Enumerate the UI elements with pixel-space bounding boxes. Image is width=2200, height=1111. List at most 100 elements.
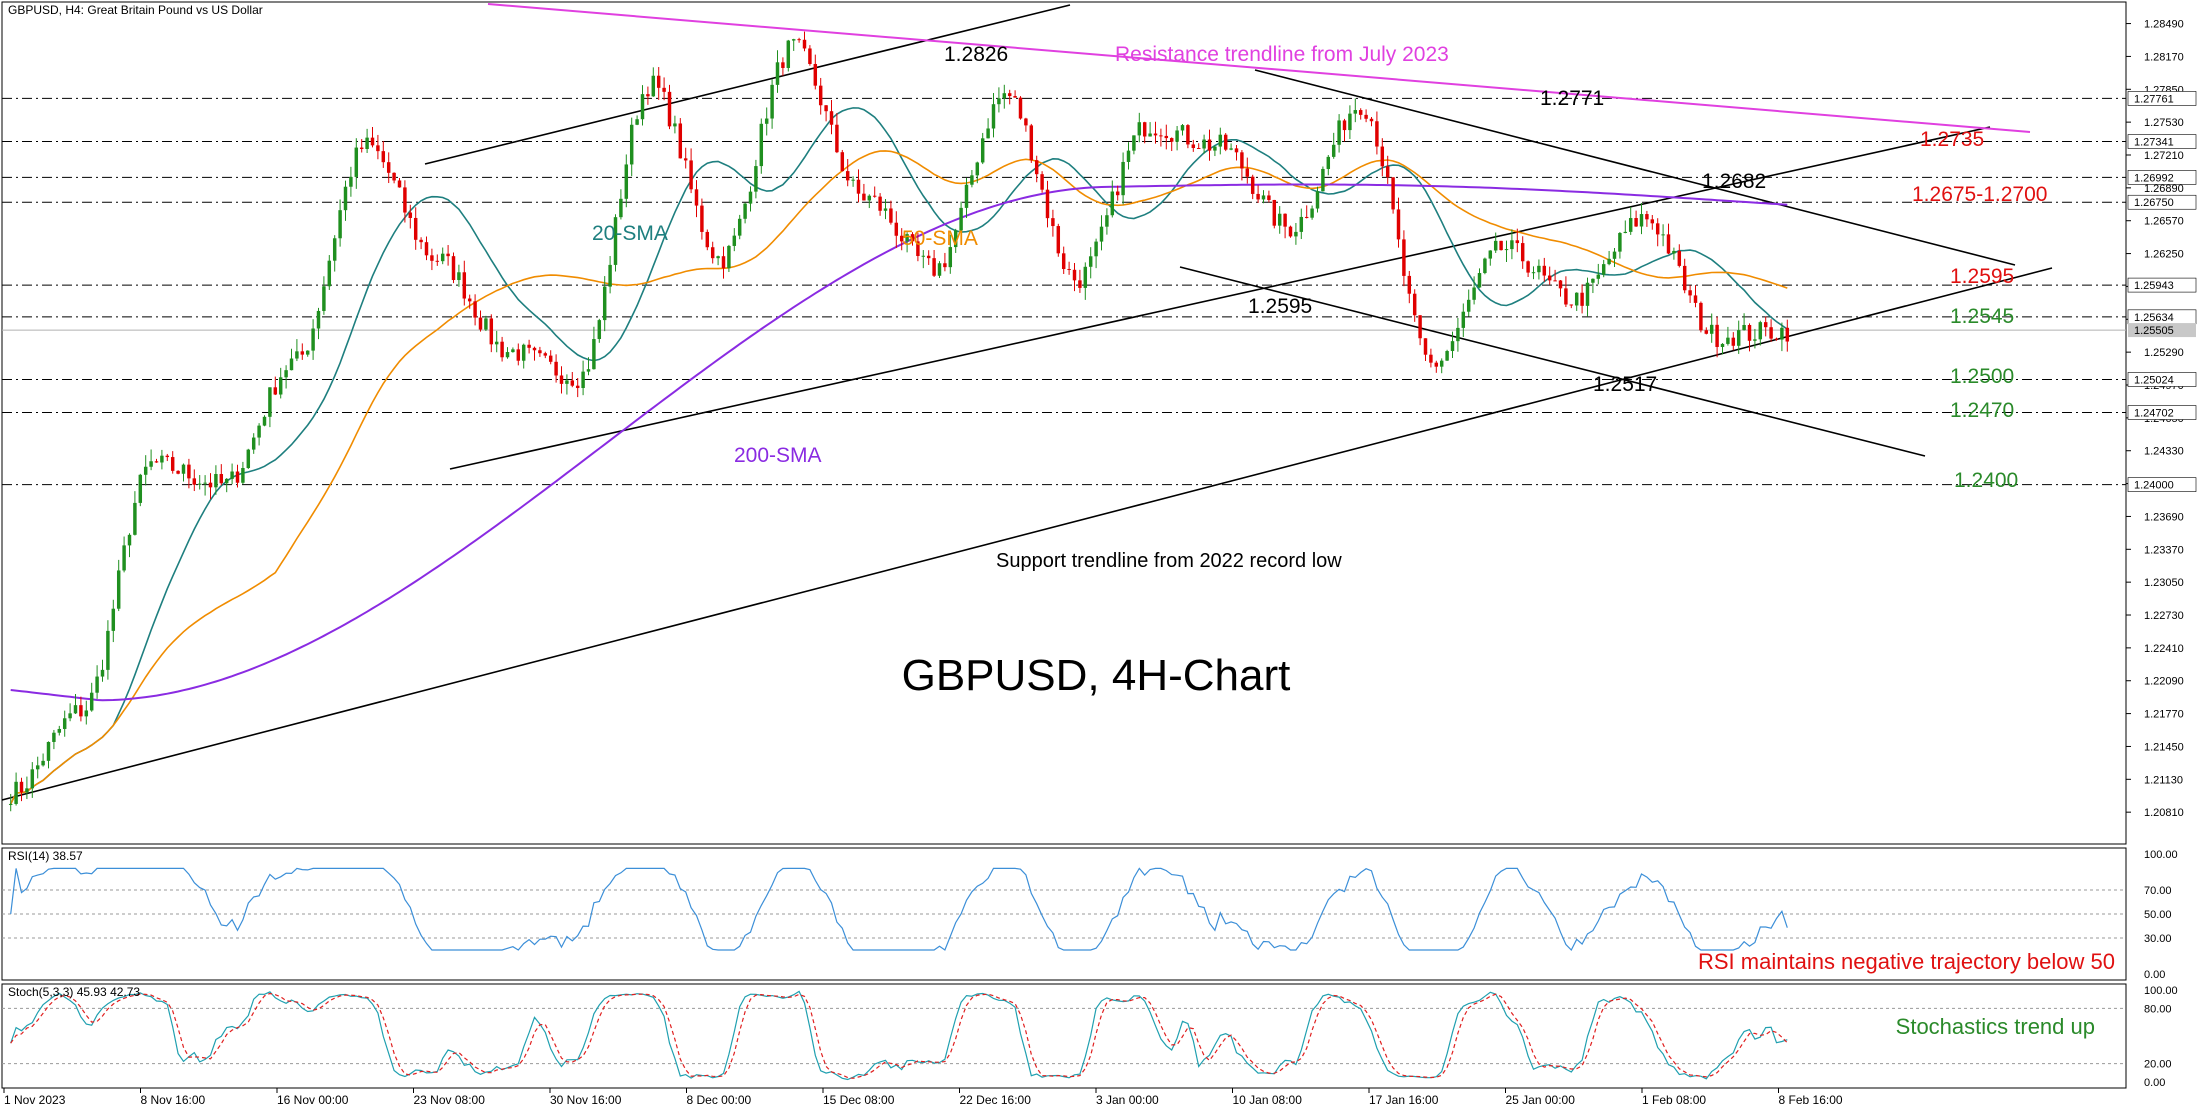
price-tick-label: 1.23370 xyxy=(2144,544,2184,556)
level-tag xyxy=(2127,277,2197,293)
swing-label-1-2771: 1.2771 xyxy=(1540,87,1604,110)
candle-body xyxy=(435,260,440,262)
candle-body xyxy=(1294,231,1298,237)
price-tick-label: 1.28170 xyxy=(2144,51,2184,63)
candle-body xyxy=(397,180,402,188)
candle-body xyxy=(1704,330,1709,334)
candle-body xyxy=(1472,287,1476,300)
candle-body xyxy=(662,87,666,92)
time-tick-label: 22 Dec 16:00 xyxy=(960,1093,1032,1106)
candle-body xyxy=(1375,121,1379,147)
candle-body xyxy=(127,534,132,546)
candle-body xyxy=(851,179,855,181)
candle-body xyxy=(694,189,699,206)
candle-body xyxy=(1785,327,1790,342)
price-tick-label: 1.27210 xyxy=(2144,150,2184,162)
level-label: 1.2675-1.2700 xyxy=(1912,183,2047,206)
chart-labels: 1.2826 1.2771 1.2682 1.2595 1.2517 1.2735 1.26… xyxy=(944,43,2047,492)
candle-body xyxy=(95,676,99,693)
horizontal-levels xyxy=(2,97,2126,486)
candle-body xyxy=(440,253,445,262)
candle-body xyxy=(1780,327,1784,340)
candle-body xyxy=(970,175,974,185)
candle-body xyxy=(1250,176,1255,194)
candle-body xyxy=(1736,330,1741,346)
candle-body xyxy=(278,377,283,395)
sma200-line xyxy=(10,183,1788,702)
candle-body xyxy=(1758,322,1763,340)
candle-body xyxy=(111,608,116,631)
price-tick-label: 1.27530 xyxy=(2144,117,2184,129)
candle-body xyxy=(997,98,1001,105)
candle-body xyxy=(1051,218,1055,227)
candle-body xyxy=(980,138,985,163)
candle-body xyxy=(1288,226,1293,237)
candle-body xyxy=(1515,240,1520,244)
candle-body xyxy=(570,380,575,386)
candle-body xyxy=(316,310,321,329)
candle-body xyxy=(89,692,94,711)
candle-body xyxy=(446,253,450,257)
level-tag-label: 1.24000 xyxy=(2134,480,2174,492)
candle-body xyxy=(862,193,866,201)
candle-body xyxy=(1299,216,1304,232)
candle-body xyxy=(1083,266,1088,288)
level-tag-label: 1.25943 xyxy=(2134,280,2174,292)
candle-body xyxy=(543,353,548,356)
candle-body xyxy=(79,705,83,717)
candle-body xyxy=(1191,144,1196,149)
candle-body xyxy=(883,208,888,211)
candle-body xyxy=(894,222,899,236)
rsi-comment: RSI maintains negative trajectory below … xyxy=(1698,949,2115,974)
candle-body xyxy=(673,123,677,127)
candle-body xyxy=(1164,135,1169,139)
candle-body xyxy=(1072,269,1077,281)
candle-body xyxy=(305,350,310,355)
candle-body xyxy=(727,245,731,269)
level-tag xyxy=(2127,194,2197,210)
candle-body xyxy=(813,63,818,86)
sma50-label: 50-SMA xyxy=(902,227,978,250)
candle-body xyxy=(160,455,164,463)
time-tick-label: 1 Feb 08:00 xyxy=(1642,1093,1706,1106)
candle-body xyxy=(322,286,326,311)
candle-body xyxy=(1358,110,1363,115)
candle-body xyxy=(1488,250,1493,259)
candle-body xyxy=(1682,265,1687,291)
candle-body xyxy=(284,370,288,378)
candle-body xyxy=(1018,97,1023,119)
candle-body xyxy=(192,478,197,485)
candle-body xyxy=(975,162,980,176)
candle-body xyxy=(1661,234,1665,236)
candle-body xyxy=(1034,160,1039,175)
rsi-panel: 100.00 70.00 50.00 30.00 0.00 xyxy=(2,849,2178,981)
candle-body xyxy=(926,255,931,259)
stoch-comment: Stochastics trend up xyxy=(1896,1014,2095,1039)
candle-body xyxy=(818,85,823,106)
candle-body xyxy=(1537,265,1541,273)
candle-body xyxy=(683,158,688,161)
candle-body xyxy=(932,258,936,276)
candle-body xyxy=(592,339,596,370)
candle-body xyxy=(1024,118,1028,126)
candle-body xyxy=(1148,133,1152,137)
candle-body xyxy=(457,272,461,281)
time-tick-label: 10 Jan 08:00 xyxy=(1233,1093,1303,1106)
candle-body xyxy=(835,124,839,153)
candle-body xyxy=(1207,139,1212,151)
candle-body xyxy=(629,124,634,165)
time-tick-label: 23 Nov 08:00 xyxy=(414,1093,486,1106)
candle-body xyxy=(343,186,348,211)
candle-body xyxy=(489,318,494,345)
candle-body xyxy=(392,172,396,181)
candle-body xyxy=(1655,223,1660,235)
candle-body xyxy=(759,123,764,167)
time-tick-label: 1 Nov 2023 xyxy=(4,1093,66,1106)
candle-body xyxy=(678,123,683,159)
candle-body xyxy=(1634,218,1638,227)
price-axis: 1.284901.281701.278501.275301.272101.268… xyxy=(2126,19,2197,819)
candle-body xyxy=(764,118,769,124)
candle-body xyxy=(732,235,737,246)
candle-body xyxy=(1385,166,1390,178)
